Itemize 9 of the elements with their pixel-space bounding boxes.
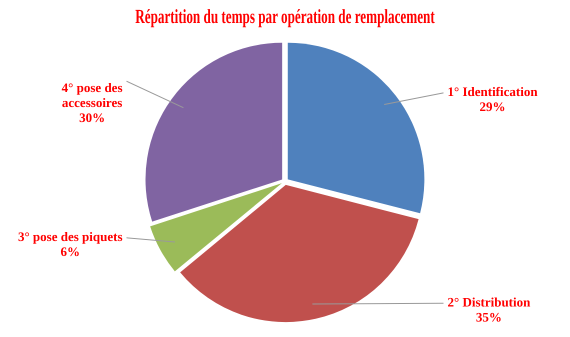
chart-title: Répartition du temps par opération de remplacement xyxy=(135,5,435,28)
data-label: 29% xyxy=(480,99,506,114)
data-label: 6% xyxy=(60,244,80,260)
data-label: 30% xyxy=(79,110,106,126)
slice-label: 3° pose des piquets xyxy=(18,229,122,244)
slice-label: 1° Identification xyxy=(448,84,538,100)
slice-label: 2° Distribution xyxy=(447,294,532,310)
slice-label: 4° pose des accessoires xyxy=(62,80,123,110)
data-label: 35% xyxy=(476,310,502,325)
